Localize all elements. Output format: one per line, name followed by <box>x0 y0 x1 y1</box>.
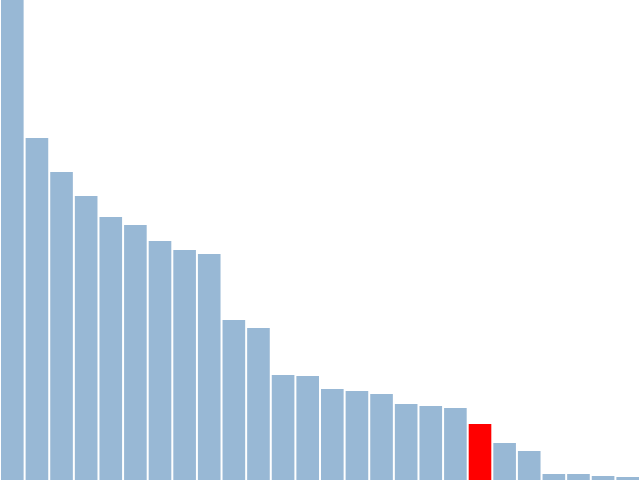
bar <box>74 196 98 480</box>
bar <box>247 328 270 480</box>
bar <box>394 404 418 480</box>
bar <box>25 138 49 480</box>
bar <box>517 451 541 480</box>
bar <box>197 254 221 480</box>
bar <box>321 389 344 480</box>
bar <box>567 474 590 480</box>
bar <box>124 225 147 480</box>
bar <box>419 406 443 480</box>
bar <box>542 474 566 480</box>
bar <box>173 250 196 480</box>
bar <box>99 217 123 480</box>
bar <box>296 376 319 480</box>
bar <box>370 394 393 480</box>
bar <box>591 476 615 480</box>
bar <box>50 172 73 480</box>
bar <box>271 375 295 480</box>
bar <box>444 408 467 480</box>
bar <box>345 391 369 480</box>
bar <box>222 320 246 480</box>
bar-highlighted <box>468 424 492 480</box>
bar <box>1 0 24 480</box>
bar <box>493 443 516 480</box>
bar <box>148 241 172 480</box>
bar <box>616 477 639 480</box>
